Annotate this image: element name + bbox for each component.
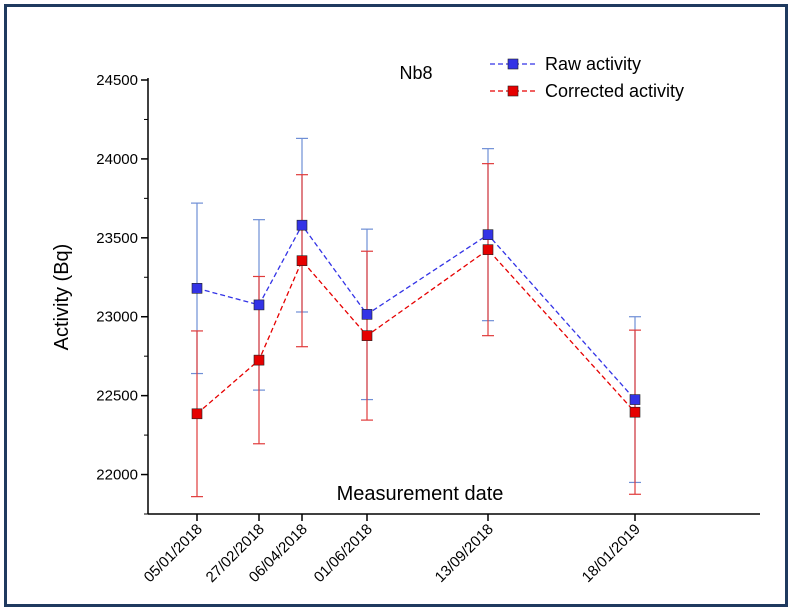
data-point <box>191 408 203 420</box>
axes: 22000 22500 23000 23500 24000 24500 05/01/2018… <box>96 72 760 586</box>
x-tick-label: 18/01/2019 <box>579 521 644 586</box>
y-tick-label: 23500 <box>96 230 138 247</box>
y-axis-title: Activity (Bq) <box>51 244 73 351</box>
legend: Raw activity Corrected activity <box>490 54 684 101</box>
data-point <box>482 244 494 255</box>
legend-label: Corrected activity <box>545 81 684 101</box>
x-tick-label: 05/01/2018 <box>141 521 206 586</box>
data-point <box>253 354 265 366</box>
data-point <box>361 330 373 341</box>
data-point <box>629 406 641 418</box>
data-point <box>253 299 265 311</box>
chart-frame <box>4 4 788 607</box>
data-point <box>296 255 308 267</box>
legend-marker <box>507 85 519 97</box>
y-tick-label: 24000 <box>96 151 138 168</box>
x-axis-title: Measurement date <box>337 483 504 505</box>
data-point <box>629 394 641 405</box>
series-layer <box>191 137 641 498</box>
series-1 <box>191 244 641 420</box>
legend-label: Raw activity <box>545 54 641 74</box>
data-point <box>482 229 494 240</box>
y-tick-label: 23000 <box>96 309 138 326</box>
chart-title: Nb8 <box>399 63 432 83</box>
series-0 <box>191 219 641 405</box>
data-point <box>191 283 203 294</box>
data-point <box>361 309 373 320</box>
y-tick-label: 24500 <box>96 72 138 89</box>
series-line <box>196 248 636 415</box>
y-tick-label: 22500 <box>96 388 138 405</box>
x-tick-label: 13/09/2018 <box>432 521 497 586</box>
series-line <box>196 223 636 401</box>
x-tick-label: 01/06/2018 <box>311 521 376 586</box>
y-tick-label: 22000 <box>96 467 138 484</box>
data-point <box>296 219 308 231</box>
legend-marker <box>507 58 519 70</box>
